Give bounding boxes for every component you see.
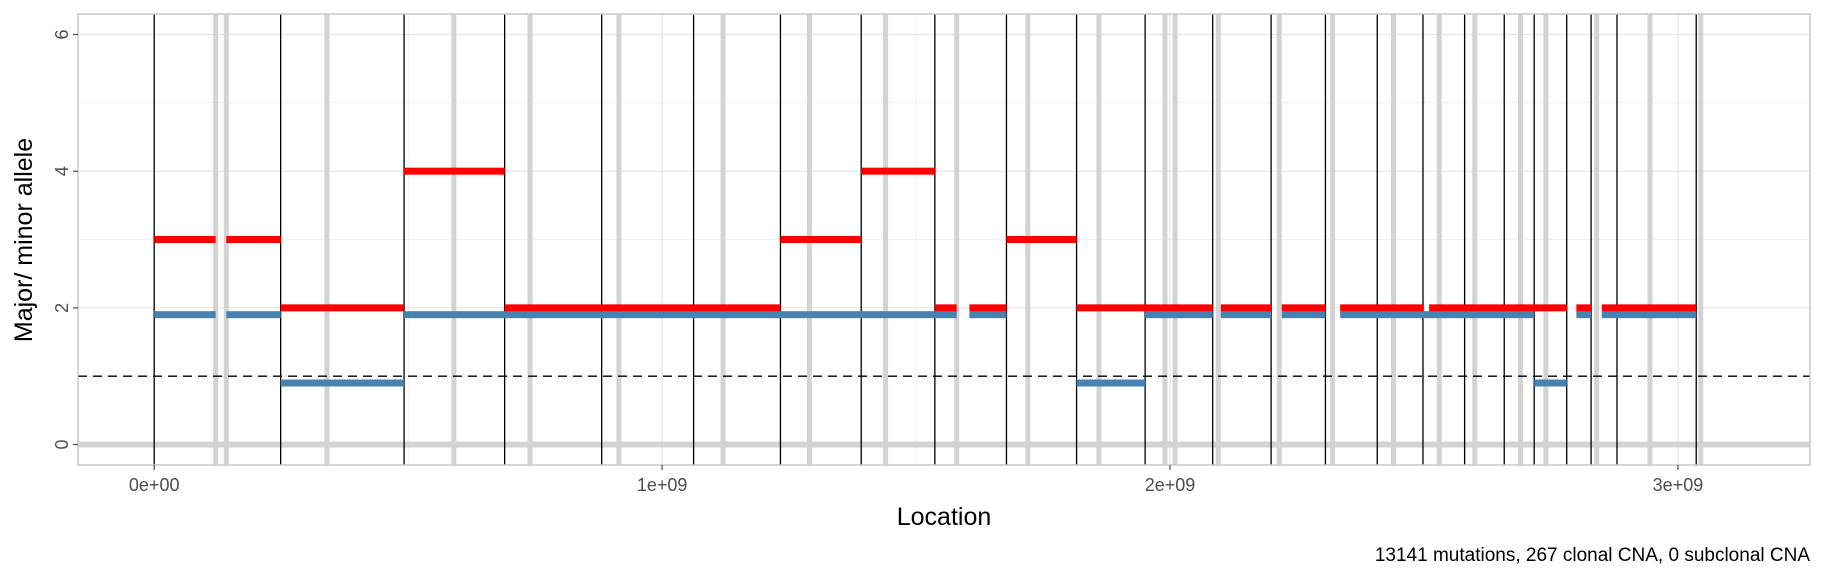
major-allele-segment — [504, 304, 781, 312]
gap-region — [1276, 14, 1282, 465]
major-allele-segment — [1076, 304, 1213, 312]
major-allele-segment — [280, 304, 405, 312]
minor-allele-segment — [1601, 311, 1697, 319]
gap-region — [616, 14, 622, 465]
minor-allele-segment — [1281, 311, 1326, 319]
zero-baseline-band — [78, 441, 1810, 448]
x-axis-title: Location — [897, 503, 992, 531]
major-allele-segment — [780, 236, 862, 243]
gap-region — [451, 14, 457, 465]
minor-allele-segment — [1145, 311, 1213, 319]
major-allele-segment — [226, 236, 281, 243]
gap-region — [1647, 14, 1653, 465]
gap-region — [527, 14, 533, 465]
gap-region — [720, 14, 726, 465]
gap-region — [1517, 14, 1523, 465]
gap-region — [1436, 14, 1442, 465]
x-tick-label: 0e+00 — [129, 475, 180, 495]
x-tick-label: 2e+09 — [1145, 475, 1196, 495]
major-allele-segment — [1220, 304, 1272, 312]
gap-region — [1215, 14, 1221, 465]
x-axis-ticks: 0e+00 1e+09 2e+09 3e+09 — [129, 465, 1703, 495]
minor-allele-segment — [226, 311, 281, 319]
gap-region — [883, 14, 889, 465]
minor-allele-segment — [280, 379, 405, 387]
minor-allele-segment — [1340, 311, 1535, 319]
major-allele-segment — [934, 304, 957, 312]
x-tick-label: 3e+09 — [1653, 475, 1704, 495]
major-allele-segment — [1340, 304, 1423, 312]
major-allele-segment — [1281, 304, 1326, 312]
major-allele-segment — [861, 167, 935, 175]
gap-region — [1172, 14, 1178, 465]
minor-allele-segment — [1576, 311, 1592, 319]
y-tick-label: 0 — [52, 439, 72, 449]
minor-allele-segment — [1220, 311, 1272, 319]
gap-region — [1391, 14, 1397, 465]
major-allele-layer — [154, 167, 1697, 312]
major-allele-segment — [404, 167, 505, 175]
major-allele-segment — [1576, 304, 1592, 312]
gap-region — [1594, 14, 1600, 465]
minor-allele-layer — [154, 311, 1697, 387]
y-axis-ticks: 0 2 4 6 — [52, 29, 78, 450]
y-tick-label: 6 — [52, 29, 72, 39]
major-allele-segment — [1006, 236, 1077, 243]
caption: 13141 mutations, 267 clonal CNA, 0 subcl… — [1375, 545, 1810, 566]
gap-region — [1698, 14, 1704, 465]
minor-allele-segment — [154, 311, 216, 319]
y-tick-label: 4 — [52, 166, 72, 176]
panel-border — [77, 13, 1811, 466]
major-allele-segment — [1601, 304, 1697, 312]
gap-region — [324, 14, 330, 465]
minor-allele-segment — [1076, 379, 1146, 387]
gap-region — [1096, 14, 1102, 465]
minor-allele-segment — [934, 311, 957, 319]
y-tick-label: 2 — [52, 303, 72, 313]
minor-allele-segment — [969, 311, 1007, 319]
major-allele-segment — [1429, 304, 1567, 312]
y-axis-title: Major/ minor allele — [10, 138, 38, 342]
minor-allele-segment — [404, 311, 935, 319]
gap-region — [954, 14, 960, 465]
major-allele-segment — [969, 304, 1007, 312]
gap-region — [1162, 14, 1168, 465]
gap-region — [1543, 14, 1549, 465]
gap-region — [1472, 14, 1478, 465]
x-tick-label: 1e+09 — [637, 475, 688, 495]
major-allele-segment — [154, 236, 216, 243]
gap-region — [1330, 14, 1336, 465]
minor-allele-segment — [1534, 379, 1567, 387]
